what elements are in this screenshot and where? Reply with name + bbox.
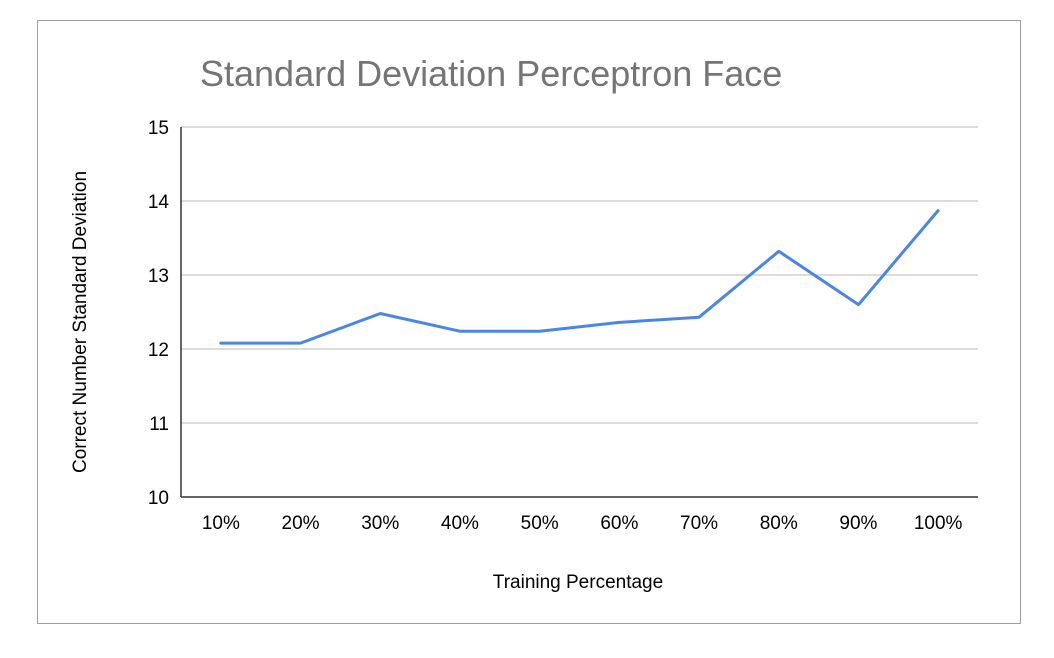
x-tick-label: 80% bbox=[760, 513, 798, 534]
series-group bbox=[219, 209, 940, 345]
y-tick-label: 14 bbox=[148, 192, 170, 213]
y-axis-label: Correct Number Standard Deviation bbox=[70, 171, 91, 473]
chart-title: Standard Deviation Perceptron Face bbox=[200, 53, 782, 94]
x-tick-label: 20% bbox=[282, 513, 320, 534]
x-axis-label: Training Percentage bbox=[493, 572, 663, 593]
series-line-0 bbox=[219, 209, 940, 345]
y-tick-label: 12 bbox=[148, 340, 169, 361]
x-tick-label: 60% bbox=[600, 513, 638, 534]
x-tick-label: 100% bbox=[914, 513, 963, 534]
y-tick-label: 10 bbox=[148, 488, 169, 509]
x-tick-labels: 10% 20% 30% 40% 50% 60% 70% 80% 90% 100% bbox=[202, 513, 963, 534]
x-tick-label: 90% bbox=[839, 513, 877, 534]
x-tick-label: 10% bbox=[202, 513, 240, 534]
y-tick-labels: 10 11 12 13 14 15 bbox=[148, 118, 170, 509]
x-tick-label: 40% bbox=[441, 513, 479, 534]
y-tick-label: 11 bbox=[149, 414, 169, 435]
y-tick-label: 13 bbox=[148, 266, 169, 287]
y-tick-label: 15 bbox=[148, 118, 169, 139]
x-tick-label: 30% bbox=[361, 513, 399, 534]
x-tick-label: 70% bbox=[680, 513, 718, 534]
gridlines bbox=[181, 126, 978, 498]
chart-frame bbox=[37, 20, 1021, 624]
x-tick-label: 50% bbox=[521, 513, 559, 534]
